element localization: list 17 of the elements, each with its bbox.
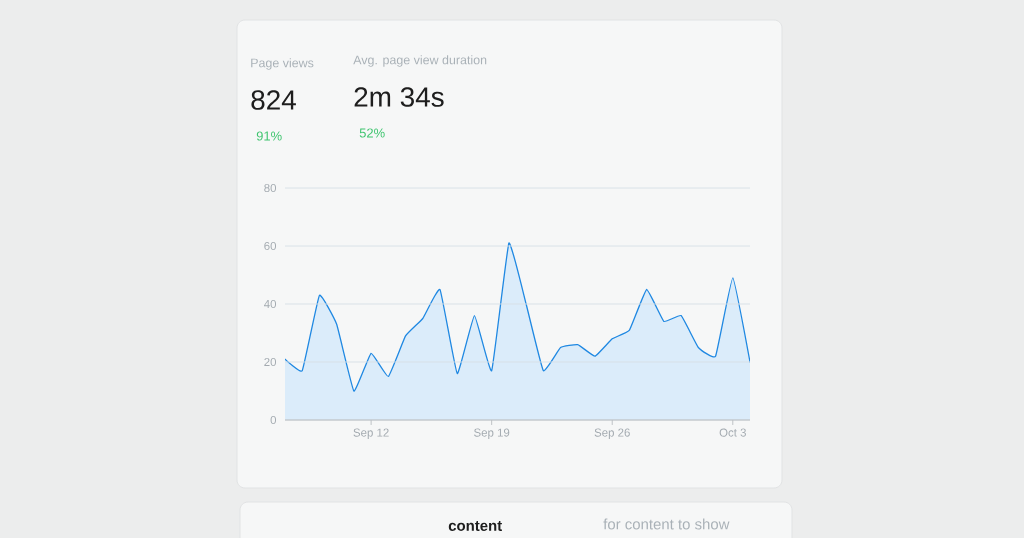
y-tick-label: 0 bbox=[270, 415, 277, 425]
text: 52% bbox=[359, 128, 385, 138]
text: content bbox=[448, 521, 502, 531]
x-tick-label: Sep 26 bbox=[594, 428, 630, 439]
y-tick-label: 40 bbox=[264, 299, 277, 309]
x-tick-label: Sep 19 bbox=[474, 428, 510, 439]
text: for content to show bbox=[603, 518, 730, 530]
text: 2m 34s bbox=[354, 87, 444, 107]
y-tick-label: 60 bbox=[264, 241, 277, 251]
x-tick-label: Sep 12 bbox=[353, 428, 389, 439]
text: Page views bbox=[251, 58, 314, 70]
x-tick-label: Oct 3 bbox=[719, 428, 746, 437]
y-tick-label: 20 bbox=[264, 357, 277, 367]
text: 91% bbox=[256, 131, 282, 141]
y-tick-label: 80 bbox=[264, 183, 277, 193]
text: 824 bbox=[251, 90, 296, 110]
text: Avg. page view duration bbox=[353, 55, 487, 67]
